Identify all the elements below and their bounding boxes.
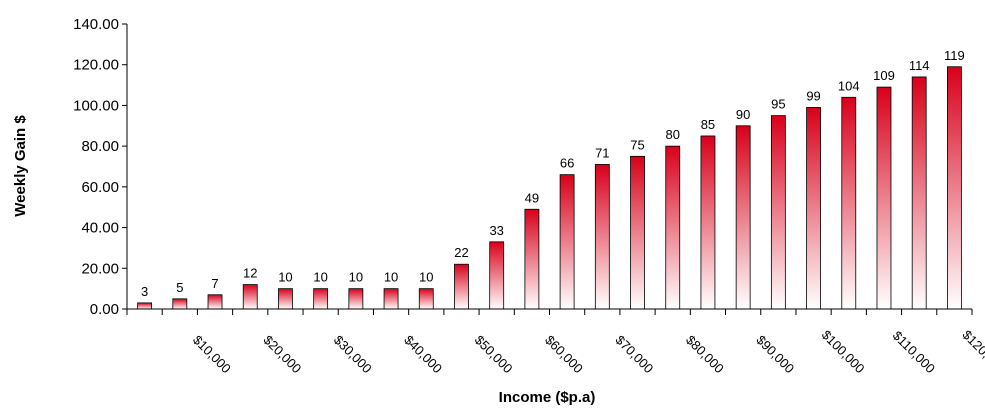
bar-value-label: 22 (454, 245, 468, 260)
x-axis-title: Income ($p.a) (499, 389, 596, 406)
x-tick-label: $120,000 (960, 327, 985, 376)
y-axis-title: Weekly Gain $ (12, 115, 29, 217)
bar (172, 298, 188, 310)
bar (665, 145, 681, 310)
x-tick-label: $60,000 (542, 332, 586, 376)
bar-value-label: 71 (595, 145, 609, 160)
bars (137, 66, 962, 310)
bar (911, 76, 927, 310)
bar (700, 135, 716, 310)
bar (524, 208, 540, 310)
bar (313, 288, 329, 310)
bar (383, 288, 399, 310)
bar (946, 66, 962, 310)
y-tick-label: 140.00 (73, 16, 119, 33)
bar (242, 284, 258, 310)
bar (735, 125, 751, 310)
x-tick-label: $10,000 (190, 332, 234, 376)
y-tick-label: 80.00 (81, 138, 119, 155)
x-axis-ticks: $10,000 $20,000 $30,000 $40,000 $50,000 $60,0… (126, 309, 985, 376)
bar (630, 155, 645, 310)
bar-value-label: 114 (909, 58, 930, 73)
bar (559, 174, 575, 310)
bar-value-label: 10 (384, 270, 398, 285)
x-tick-label: $90,000 (753, 332, 797, 376)
y-tick-label: 40.00 (81, 220, 119, 237)
y-tick-label: 60.00 (81, 179, 119, 196)
x-tick-label: $20,000 (260, 332, 304, 376)
bar (806, 107, 821, 310)
data-labels: 3 5 7 12 10 10 10 10 10 22 33 49 66 71 75 80 85 90 95 99 104… (141, 48, 965, 299)
bar-value-label: 5 (176, 280, 183, 295)
x-tick-label: $50,000 (472, 332, 516, 376)
bar-value-label: 10 (278, 270, 292, 285)
bar-value-label: 66 (560, 156, 574, 171)
bar (207, 294, 223, 310)
bar (841, 96, 857, 310)
bar-value-label: 3 (141, 284, 148, 299)
bar (594, 164, 610, 310)
bar-value-label: 90 (736, 107, 750, 122)
bar-value-label: 10 (349, 270, 363, 285)
y-tick-label: 100.00 (73, 97, 119, 114)
bar-value-label: 119 (944, 48, 965, 63)
bar-value-label: 80 (665, 127, 679, 142)
bar (876, 86, 892, 310)
x-tick-label: $80,000 (683, 332, 727, 376)
y-tick-label: 20.00 (81, 260, 119, 277)
y-tick-label: 0.00 (90, 301, 119, 318)
bar (418, 288, 434, 310)
bar (770, 115, 786, 310)
bar (137, 302, 153, 310)
bar (348, 288, 364, 310)
bar-value-label: 99 (806, 88, 820, 103)
bar-value-label: 75 (630, 137, 644, 152)
bar-value-label: 49 (525, 190, 539, 205)
bar-value-label: 109 (873, 68, 895, 83)
x-tick-label: $40,000 (401, 332, 445, 376)
x-tick-label: $70,000 (613, 332, 657, 376)
y-tick-label: 120.00 (73, 57, 119, 74)
bar (278, 288, 293, 310)
bar-value-label: 95 (771, 97, 785, 112)
bar (454, 263, 469, 310)
bar-value-label: 33 (489, 223, 503, 238)
bar-value-label: 12 (243, 266, 257, 281)
x-tick-label: $110,000 (890, 328, 938, 376)
bar-value-label: 85 (701, 117, 715, 132)
bar-value-label: 104 (838, 78, 860, 93)
bar (489, 241, 505, 310)
bar-value-label: 10 (419, 270, 433, 285)
bar-value-label: 10 (313, 270, 327, 285)
y-axis-ticks: 0.00 20.00 40.00 60.00 80.00 100.00 120.00 140.… (73, 16, 127, 318)
bar-value-label: 7 (211, 276, 218, 291)
x-tick-label: $30,000 (331, 332, 375, 376)
x-tick-label: $100,000 (819, 327, 868, 376)
